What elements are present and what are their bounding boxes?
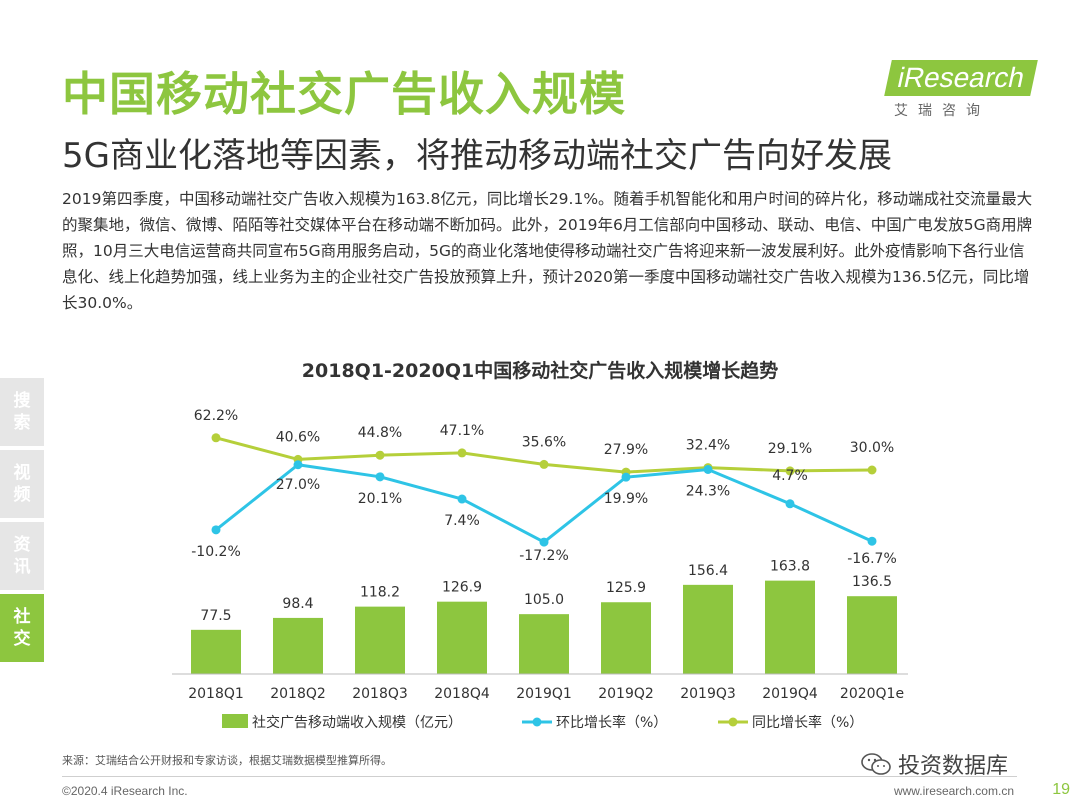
side-tab-label: 视 频: [13, 463, 31, 505]
page-title: 中国移动社交广告收入规模: [62, 67, 626, 121]
legend-yoy-marker: [728, 717, 738, 727]
mom-label: 20.1%: [358, 491, 402, 507]
yoy-point: [375, 450, 385, 460]
bar: [847, 596, 897, 674]
bar-value-label: 105.0: [524, 592, 564, 608]
mom-label: 4.7%: [772, 468, 808, 484]
bar: [355, 606, 405, 674]
legend-yoy-label: 同比增长率（%）: [752, 714, 863, 731]
watermark: 投资数据库: [860, 748, 1008, 780]
logo-sub: 艾瑞咨询: [894, 103, 990, 119]
x-tick-label: 2020Q1e: [840, 686, 904, 702]
side-tab-label: 搜 索: [13, 391, 31, 433]
x-tick-label: 2018Q4: [434, 686, 490, 702]
legend-bar-swatch: [222, 714, 248, 728]
side-tabs: 搜 索 视 频 资 讯 社 交: [0, 378, 44, 666]
x-tick-label: 2019Q2: [598, 686, 654, 702]
yoy-point: [785, 466, 795, 476]
yoy-label: 40.6%: [276, 429, 320, 445]
x-tick-label: 2018Q1: [188, 686, 244, 702]
side-tab-social[interactable]: 社 交: [0, 594, 44, 662]
mom-label: -10.2%: [191, 544, 241, 560]
bar-value-label: 125.9: [606, 580, 646, 596]
bar-value-label: 136.5: [852, 574, 892, 590]
mom-point: [621, 472, 631, 482]
yoy-label: 62.2%: [194, 408, 238, 424]
mom-label: 7.4%: [444, 513, 480, 529]
bar: [191, 629, 241, 674]
mom-point: [539, 537, 549, 547]
yoy-label: 44.8%: [358, 425, 402, 441]
yoy-point: [211, 433, 221, 443]
bar: [519, 614, 569, 674]
legend-mom-label: 环比增长率（%）: [556, 714, 667, 731]
yoy-point: [457, 448, 467, 458]
copyright: ©2020.4 iResearch Inc.: [62, 784, 188, 798]
wechat-icon: [861, 753, 891, 775]
bar-value-label: 118.2: [360, 585, 400, 601]
footer-divider: [62, 776, 1017, 777]
body-paragraph: 2019第四季度，中国移动端社交广告收入规模为163.8亿元，同比增长29.1%…: [62, 190, 1033, 312]
mom-label: 24.3%: [686, 483, 730, 499]
mom-point: [211, 525, 221, 535]
source-note: 来源：艾瑞结合公开财报和专家访谈，根据艾瑞数据模型推算所得。: [62, 754, 392, 767]
mom-point: [703, 464, 713, 474]
yoy-point: [867, 465, 877, 475]
mom-point: [293, 460, 303, 470]
yoy-label: 30.0%: [850, 440, 894, 456]
side-tab-news[interactable]: 资 讯: [0, 522, 44, 590]
bar-value-label: 98.4: [282, 596, 313, 612]
x-tick-label: 2019Q1: [516, 686, 572, 702]
side-tab-label: 社 交: [13, 607, 31, 649]
side-tab-label: 资 讯: [13, 535, 31, 577]
site-url[interactable]: www.iresearch.com.cn: [893, 784, 1014, 798]
yoy-point: [539, 459, 549, 469]
watermark-text: 投资数据库: [898, 754, 1009, 779]
x-tick-label: 2019Q4: [762, 686, 818, 702]
bar-value-label: 77.5: [200, 608, 231, 624]
page-number: 19: [1052, 781, 1070, 798]
mom-label: 27.0%: [276, 477, 320, 493]
bar: [601, 602, 651, 674]
chart-title: 2018Q1-2020Q1中国移动社交广告收入规模增长趋势: [301, 360, 779, 382]
mom-label: 19.9%: [604, 491, 648, 507]
x-tick-label: 2018Q3: [352, 686, 408, 702]
mom-label: -16.7%: [847, 551, 897, 567]
bar-value-label: 163.8: [770, 559, 810, 575]
yoy-label: 29.1%: [768, 441, 812, 457]
bar: [273, 617, 323, 674]
yoy-label: 47.1%: [440, 423, 484, 439]
mom-point: [375, 472, 385, 482]
page-subtitle: 5G商业化落地等因素，将推动移动端社交广告向好发展: [62, 136, 892, 176]
x-tick-label: 2019Q3: [680, 686, 736, 702]
mom-point: [457, 494, 467, 504]
yoy-label: 32.4%: [686, 438, 730, 454]
legend-mom-marker: [532, 717, 542, 727]
side-tab-video[interactable]: 视 频: [0, 450, 44, 518]
bar: [765, 580, 815, 674]
mom-point: [867, 536, 877, 546]
yoy-label: 27.9%: [604, 442, 648, 458]
legend-bar-label: 社交广告移动端收入规模（亿元）: [252, 714, 462, 731]
bar: [437, 601, 487, 674]
mom-point: [785, 499, 795, 509]
yoy-label: 35.6%: [522, 434, 566, 450]
mom-label: -17.2%: [519, 548, 569, 564]
side-tab-search[interactable]: 搜 索: [0, 378, 44, 446]
bar-value-label: 156.4: [688, 563, 728, 579]
bar-value-label: 126.9: [442, 580, 482, 596]
iresearch-logo: iResearch 艾瑞咨询: [884, 60, 1038, 120]
bar: [683, 584, 733, 674]
x-tick-label: 2018Q2: [270, 686, 326, 702]
